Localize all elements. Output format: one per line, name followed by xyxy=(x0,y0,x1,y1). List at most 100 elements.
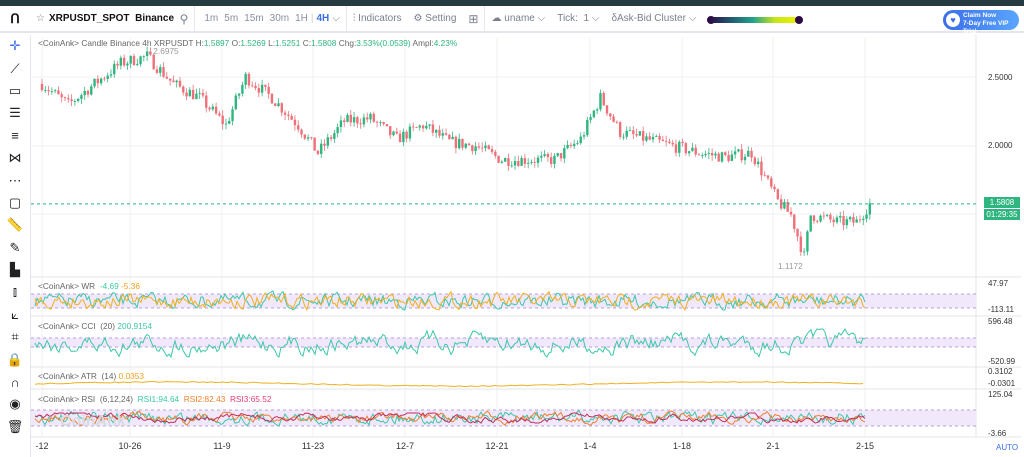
timeframe-15m[interactable]: 15m xyxy=(244,13,264,24)
candle xyxy=(681,141,684,144)
candle xyxy=(369,113,372,120)
candle xyxy=(655,136,658,137)
candle xyxy=(152,54,155,70)
magnet-icon[interactable]: ∩ xyxy=(10,374,20,390)
candle xyxy=(57,90,60,95)
candle xyxy=(96,78,100,84)
cci-axis-max: 596.48 xyxy=(988,317,1013,326)
candle xyxy=(697,154,701,156)
user-selector[interactable]: ☁ uname ⌵ xyxy=(491,13,546,24)
candle xyxy=(602,93,605,106)
path-icon[interactable]: ⋯ xyxy=(8,172,22,188)
candle xyxy=(632,130,635,135)
candle xyxy=(645,136,648,141)
candle xyxy=(70,99,73,102)
fib-lines-icon[interactable]: ≡ xyxy=(11,128,19,144)
eye-icon[interactable]: ◉ xyxy=(9,396,21,412)
candle xyxy=(76,98,80,102)
candle xyxy=(254,85,257,89)
trash-icon[interactable]: 🗑 xyxy=(6,418,24,434)
candle xyxy=(783,201,786,209)
gradient-handle-right[interactable] xyxy=(795,16,803,24)
crosshair-icon[interactable]: ✛ xyxy=(9,38,21,54)
candle xyxy=(648,136,651,140)
candle xyxy=(283,112,287,115)
wr-legend: <CoinAnk> WR -4.69 -5.36 xyxy=(38,281,140,291)
cluster-icon: δ xyxy=(611,13,618,24)
candle xyxy=(747,150,750,157)
search-icon[interactable]: ⚲ xyxy=(179,11,189,26)
cci-band xyxy=(31,338,976,347)
chevron-down-icon[interactable]: ⌵ xyxy=(332,13,340,24)
price-range-icon[interactable]: ⫾ xyxy=(12,284,18,300)
indicators-button[interactable]: ⫶ Indicators xyxy=(352,13,402,24)
candle xyxy=(687,151,691,154)
candle xyxy=(244,73,247,85)
parallel-lines-icon[interactable]: ☰ xyxy=(9,105,21,121)
volume-profile-icon[interactable]: ▙ xyxy=(10,262,20,278)
x-axis-label: 1-4 xyxy=(583,441,597,451)
candle xyxy=(651,136,655,140)
measure-icon[interactable]: ⌗ xyxy=(11,329,19,345)
symbol-selector[interactable]: ☆ XRPUSDT_SPOT Binance ⚲ xyxy=(36,11,189,26)
forecast-icon[interactable]: ⟀ xyxy=(11,306,19,322)
candle xyxy=(661,139,665,142)
candle xyxy=(218,113,221,116)
timeframe-5m[interactable]: 5m xyxy=(224,13,239,24)
cluster-selector[interactable]: δ Ask-Bid Cluster ⌵ xyxy=(611,13,697,24)
candle xyxy=(188,89,192,97)
brush-icon[interactable]: ✎ xyxy=(9,239,21,255)
candle xyxy=(67,98,70,100)
candle xyxy=(536,157,540,163)
heatmap-gradient-slider[interactable] xyxy=(709,17,797,23)
grid-icon: ⊞ xyxy=(468,11,479,26)
timeframe-group: 1m 5m 15m 30m 1H | 4H ⌵ xyxy=(195,6,346,31)
candle xyxy=(231,109,234,121)
lock-icon[interactable]: 🔒 xyxy=(6,351,24,367)
tick-selector[interactable]: Tick: 1 ⌵ xyxy=(557,13,600,24)
candle xyxy=(812,215,816,221)
candle xyxy=(668,141,671,143)
candle xyxy=(257,88,261,93)
ruler-icon[interactable]: 📏 xyxy=(6,217,24,233)
watermark: CoinAnk xyxy=(60,413,126,430)
candle xyxy=(191,89,195,100)
chart-canvas[interactable] xyxy=(31,35,1024,457)
candle xyxy=(464,143,467,148)
star-icon[interactable]: ☆ xyxy=(36,13,45,24)
timeframe-1m[interactable]: 1m xyxy=(204,13,219,24)
rsi-axis-min: -3.66 xyxy=(988,429,1007,438)
candle xyxy=(845,219,849,226)
pattern-icon[interactable]: ⋈ xyxy=(8,150,22,166)
candle xyxy=(356,117,359,124)
timeframe-1H[interactable]: 1H xyxy=(295,13,308,24)
timeframe-30m[interactable]: 30m xyxy=(269,13,290,24)
candle xyxy=(832,219,835,223)
candle xyxy=(237,93,241,96)
callout-icon[interactable]: ▢ xyxy=(8,194,22,210)
candle xyxy=(707,152,711,154)
candle xyxy=(487,145,490,150)
trend-line-icon[interactable]: ⟋ xyxy=(10,60,20,76)
candle xyxy=(595,109,599,111)
candle xyxy=(678,141,681,153)
candle xyxy=(839,216,842,218)
candle xyxy=(704,153,707,156)
candle xyxy=(724,152,727,155)
candle xyxy=(714,153,717,156)
candle xyxy=(576,143,579,144)
candle xyxy=(280,103,284,113)
candle xyxy=(737,149,740,152)
app-logo[interactable]: ᑎ xyxy=(10,10,20,26)
auto-scale-button[interactable]: AUTO xyxy=(996,443,1019,452)
candle xyxy=(694,147,697,155)
rectangle-icon[interactable]: ▭ xyxy=(8,82,22,98)
timeframe-4H[interactable]: 4H xyxy=(316,13,330,24)
candle xyxy=(569,144,573,147)
candle xyxy=(770,178,773,187)
setting-button[interactable]: ⚙ Setting xyxy=(413,13,457,24)
layout-button[interactable]: ⊞ xyxy=(462,6,484,31)
candle xyxy=(474,146,477,152)
x-axis-label: 11-23 xyxy=(301,441,325,451)
vip-trial-button[interactable]: ♥ Claim Now 7-Day Free VIP Trial xyxy=(943,10,1019,35)
